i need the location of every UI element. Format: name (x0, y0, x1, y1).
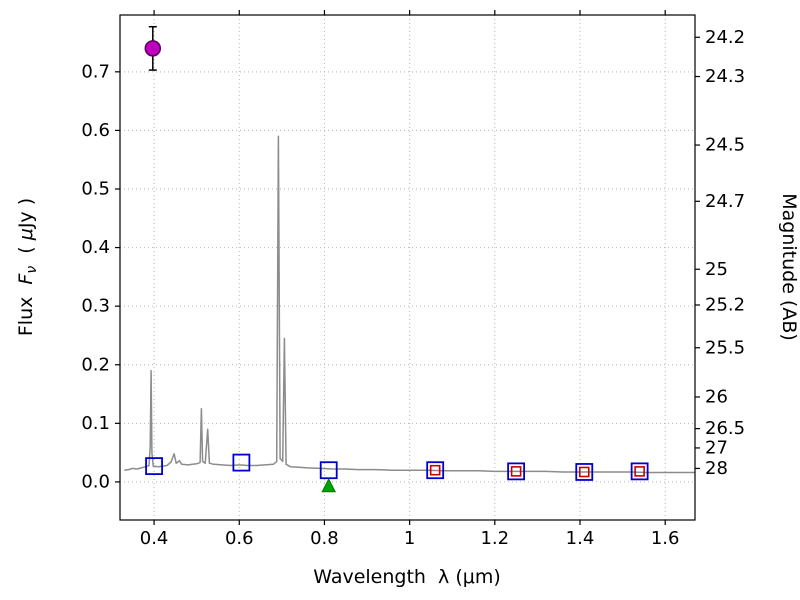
x-tick-label: 1.4 (566, 528, 595, 549)
limit-green-triangle (321, 478, 337, 493)
photometry-blue-square (319, 461, 338, 480)
y-tick-label-right: 24.2 (705, 27, 745, 48)
y-tick-label-left: 0.6 (81, 120, 110, 141)
y-tick-label-left: 0.7 (81, 61, 110, 82)
photometry-blue-square (507, 462, 526, 481)
x-tick-label: 1.6 (651, 528, 680, 549)
y-tick-label-right: 24.7 (705, 191, 745, 212)
y-tick-label-right: 26 (705, 386, 728, 407)
x-axis-label: Wavelength λ (μm) (313, 566, 501, 588)
y-tick-label-right: 24.3 (705, 66, 745, 87)
model-spectrum-line (124, 135, 695, 474)
photometry-red-square (634, 466, 645, 477)
plot-frame (119, 14, 696, 521)
x-tick-label: 0.8 (310, 528, 339, 549)
y-tick-label-right: 27 (705, 437, 728, 458)
photometry-blue-square (426, 461, 445, 480)
chart-layers: 0.4 0.6 0.8 1 1.2 1.4 1.6 0.0 0.1 0.2 0.3 0.4 0.5 0.6… (81, 10, 745, 549)
y-tick-label-left: 0.5 (81, 178, 110, 199)
x-tick-label: 0.4 (140, 528, 169, 549)
photometry-blue-square (630, 462, 649, 481)
photometry-blue-square (575, 463, 594, 481)
x-tick-label: 0.6 (225, 528, 254, 549)
y-tick-label-right: 25.2 (705, 294, 745, 315)
y-tick-label-left: 0.1 (81, 413, 110, 434)
y-tick-label-right: 28 (705, 458, 728, 479)
detection-magenta-circle (144, 40, 162, 57)
photometry-red-square (510, 466, 522, 477)
y-tick-label-left: 0.0 (81, 471, 110, 492)
y-tick-label-left: 0.3 (81, 296, 110, 317)
y-tick-label-right: 26.5 (705, 418, 745, 439)
photometry-red-square (578, 466, 590, 478)
y-tick-label-right: 25 (705, 259, 728, 280)
y-tick-label-right: 25.5 (705, 337, 745, 358)
y-axis-label-left: Flux Fν ( μJy ) (15, 198, 40, 336)
y-tick-label-left: 0.4 (81, 237, 110, 258)
y-tick-label-right: 24.5 (705, 135, 745, 156)
x-tick-label: 1.2 (480, 528, 509, 549)
x-tick-label: 1 (404, 528, 415, 549)
y-axis-label-right: Magnitude (AB) (778, 193, 800, 341)
y-tick-label-left: 0.2 (81, 354, 110, 375)
photometry-blue-square (232, 453, 251, 472)
photometry-red-square (429, 464, 441, 476)
photometry-blue-square (145, 457, 163, 476)
